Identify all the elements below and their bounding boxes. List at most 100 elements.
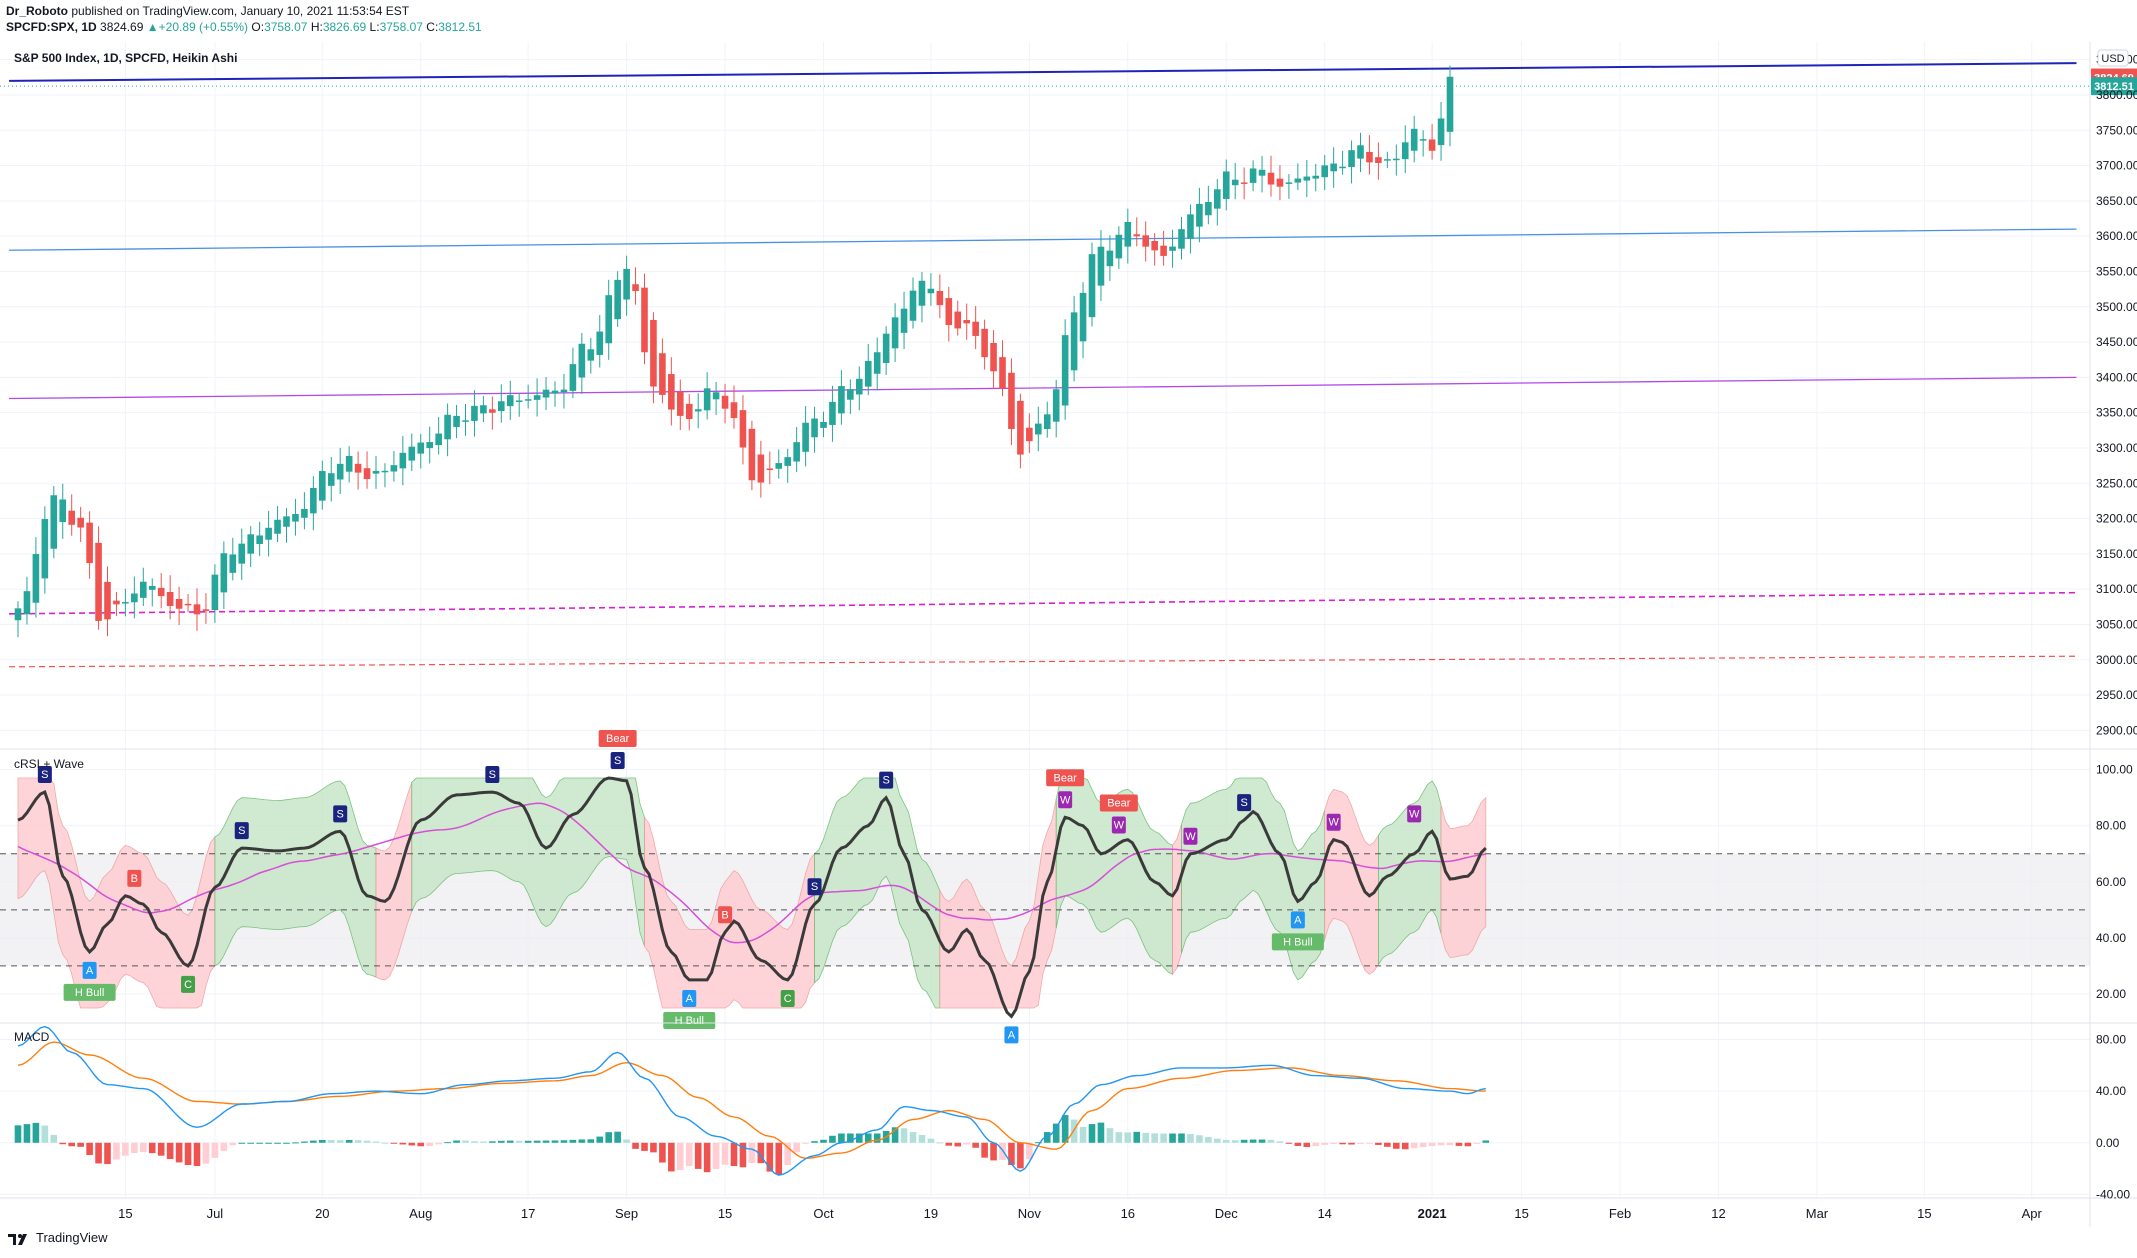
macd-histogram-bar <box>963 1142 970 1145</box>
signal-label: H Bull <box>75 987 104 999</box>
price-pane-title: S&P 500 Index, 1D, SPCFD, Heikin Ashi <box>14 51 237 65</box>
macd-histogram-bar <box>542 1140 550 1143</box>
y-tick-label: 20.00 <box>2096 987 2126 1001</box>
macd-histogram-bar <box>685 1142 693 1167</box>
candle-body <box>50 495 58 549</box>
candle-body <box>1043 414 1051 430</box>
candle-body <box>641 287 648 353</box>
x-tick-label: 12 <box>1711 1206 1725 1221</box>
macd-histogram-bar <box>1357 1142 1364 1144</box>
signal-marker <box>1099 794 1138 812</box>
candle-body <box>41 519 49 579</box>
macd-histogram-bar <box>1088 1124 1096 1143</box>
macd-histogram-bar <box>506 1140 514 1143</box>
candle-body <box>873 352 881 374</box>
candle-body <box>1393 158 1400 161</box>
macd-histogram-bar <box>1473 1142 1481 1144</box>
macd-histogram-bar <box>1464 1142 1472 1147</box>
last-price: 3824.69 <box>100 20 144 34</box>
symbol: SPCFD:SPX, 1D <box>6 20 97 34</box>
x-tick-label: Mar <box>1806 1206 1829 1221</box>
footer-brand: TradingView <box>36 1230 108 1245</box>
x-tick-label: 15 <box>1514 1206 1528 1221</box>
macd-histogram-bar <box>1222 1139 1230 1143</box>
macd-histogram-bar <box>211 1142 219 1158</box>
x-tick-label: Apr <box>2022 1206 2043 1221</box>
publish-info: Dr_Roboto published on TradingView.com, … <box>6 4 409 18</box>
y-tick-label: -40.00 <box>2096 1187 2130 1201</box>
macd-histogram-bar <box>1142 1132 1149 1143</box>
signal-label: W <box>1114 820 1125 832</box>
candle-body <box>1401 142 1409 160</box>
symbol-info: SPCFD:SPX, 1D 3824.69 ▲+20.89 (+0.55%) O… <box>6 20 482 34</box>
signal-marker <box>82 961 97 979</box>
macd-histogram-bar <box>238 1142 246 1144</box>
candle-body <box>453 415 460 428</box>
macd-histogram-bar <box>41 1125 49 1143</box>
candle-body <box>999 357 1006 389</box>
macd-histogram-bar <box>86 1142 93 1155</box>
crsi-pane-title: cRSI + Wave <box>14 757 84 771</box>
macd-histogram-bar <box>301 1141 308 1143</box>
candle-body <box>354 463 362 473</box>
price-label: 3812.51 <box>2094 81 2134 93</box>
macd-histogram-bar <box>408 1142 416 1146</box>
macd-histogram-bar <box>426 1142 433 1146</box>
candle-body <box>1330 163 1337 172</box>
y-tick-label: 80.00 <box>2096 819 2126 833</box>
macd-histogram-bar <box>202 1142 210 1164</box>
macd-histogram-bar <box>23 1124 31 1143</box>
y-tick-label: 0.00 <box>2096 1136 2120 1150</box>
signal-label: S <box>811 881 818 893</box>
macd-histogram-bar <box>1366 1142 1373 1144</box>
signal-marker <box>1046 769 1085 787</box>
candle-body <box>1124 222 1132 247</box>
x-tick-label: 16 <box>1121 1206 1135 1221</box>
candle-body <box>363 468 371 480</box>
signal-label: A <box>1008 1029 1016 1041</box>
macd-histogram-bar <box>1384 1142 1391 1147</box>
candle-body <box>864 360 872 387</box>
low-label: L: <box>369 20 380 34</box>
chart-canvas[interactable]: 3824.693812.51 S A H Bull B C S S S S Bear A H Bull… <box>0 42 2137 1227</box>
signal-label: S <box>238 825 245 837</box>
macd-histogram-bar <box>14 1125 22 1143</box>
y-tick-label: 80.00 <box>2096 1032 2126 1046</box>
candle-body <box>1133 234 1141 237</box>
macd-line <box>17 1025 1486 1176</box>
candle-body <box>829 401 836 425</box>
macd-histogram-bar <box>757 1142 765 1164</box>
y-tick-label: 3300.00 <box>2096 441 2137 455</box>
macd-histogram-bar <box>748 1142 756 1164</box>
candle-body <box>784 457 791 466</box>
candle-body <box>390 465 398 472</box>
y-tick-label: 3450.00 <box>2096 335 2137 349</box>
candle-body <box>918 280 926 306</box>
macd-histogram-bar <box>77 1142 84 1147</box>
candle-body <box>184 603 192 606</box>
macd-histogram-bar <box>1231 1140 1239 1143</box>
candle-body <box>193 604 201 615</box>
macd-histogram-bar <box>1026 1142 1033 1160</box>
signal-label: C <box>784 993 792 1005</box>
y-tick-label: 3000.00 <box>2096 653 2137 667</box>
candle-body <box>1178 229 1185 249</box>
candle-body <box>1276 178 1284 187</box>
candle-body <box>1079 292 1087 342</box>
candle-body <box>435 433 442 446</box>
signal-label: B <box>131 873 138 885</box>
macd-histogram-bar <box>480 1141 487 1143</box>
candle-body <box>927 288 935 294</box>
candle-body <box>1097 246 1105 286</box>
macd-histogram-bar <box>1160 1133 1167 1143</box>
macd-histogram-bar <box>802 1142 809 1144</box>
y-tick-label: 3200.00 <box>2096 512 2137 526</box>
macd-histogram-bar <box>435 1142 442 1145</box>
macd-histogram-bar <box>1401 1142 1409 1150</box>
macd-histogram-bar <box>453 1140 460 1143</box>
candle-body <box>32 554 40 603</box>
candle-body <box>131 593 138 603</box>
signal-label: Bear <box>1107 798 1131 810</box>
candle-body <box>1187 214 1194 239</box>
signal-marker <box>127 869 142 887</box>
